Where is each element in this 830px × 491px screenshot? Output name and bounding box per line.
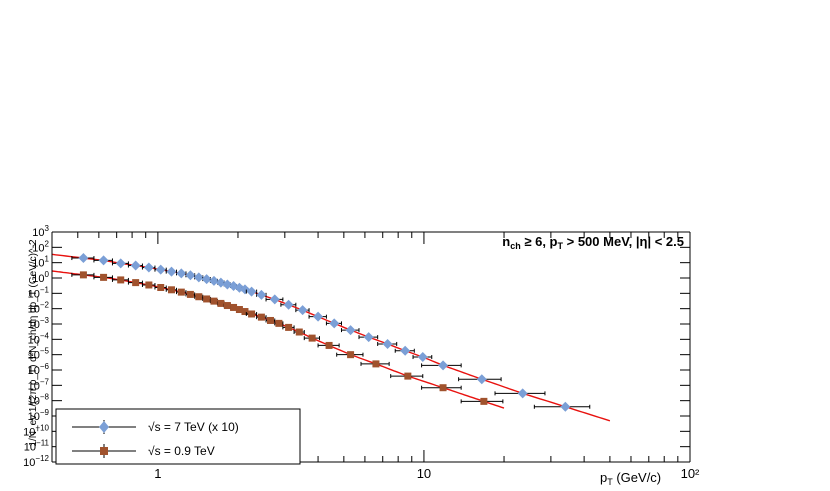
data-point-7tev bbox=[115, 258, 126, 269]
data-point-09tev bbox=[285, 323, 293, 331]
y-tick-label: 10−2 bbox=[28, 301, 50, 316]
legend-label-09tev: √s = 0.9 TeV bbox=[148, 444, 215, 458]
data-point-7tev bbox=[438, 360, 449, 371]
y-tick-label: 102 bbox=[32, 239, 49, 254]
y-tick-label: 10−9 bbox=[28, 408, 50, 423]
data-point-7tev bbox=[143, 262, 154, 273]
data-markers bbox=[71, 253, 591, 412]
y-axis-label: 1/N_ev 1/(2π p_T) d²N_ch/dη dp_T (GeV/c)… bbox=[28, 239, 39, 446]
data-point-09tev bbox=[241, 308, 249, 316]
y-tick-label: 10−6 bbox=[28, 362, 50, 377]
data-point-7tev bbox=[185, 270, 196, 281]
x-tick-label: 10² bbox=[681, 466, 700, 481]
data-point-7tev bbox=[313, 311, 324, 322]
data-point-09tev bbox=[257, 313, 265, 321]
data-point-09tev bbox=[223, 302, 231, 310]
data-point-09tev bbox=[480, 397, 488, 405]
y-tick-label: 10−5 bbox=[28, 347, 50, 362]
data-point-7tev bbox=[345, 325, 356, 336]
axes: 1 10 10²10310210110010−110−210−310−410−510… bbox=[23, 224, 700, 481]
data-point-09tev bbox=[157, 284, 165, 292]
legend-entry-7tev: √s = 7 TeV (x 10) bbox=[72, 420, 239, 434]
data-point-09tev bbox=[275, 319, 283, 327]
data-point-09tev bbox=[167, 286, 175, 294]
y-tick-label: 101 bbox=[32, 255, 49, 270]
data-point-7tev bbox=[400, 345, 411, 356]
legend-square-marker bbox=[100, 447, 108, 455]
data-point-09tev bbox=[210, 297, 218, 305]
data-point-7tev bbox=[193, 272, 204, 283]
y-tick-label: 10−8 bbox=[28, 393, 50, 408]
data-point-7tev bbox=[283, 299, 294, 310]
legend: √s = 7 TeV (x 10) √s = 0.9 TeV bbox=[55, 408, 301, 465]
data-point-7tev bbox=[256, 289, 267, 300]
data-point-7tev bbox=[517, 388, 528, 399]
legend-box bbox=[55, 408, 301, 465]
data-point-09tev bbox=[230, 303, 238, 311]
data-point-09tev bbox=[325, 341, 333, 349]
data-point-09tev bbox=[177, 288, 185, 296]
y-tick-label: 10−10 bbox=[23, 423, 49, 438]
data-point-09tev bbox=[347, 351, 355, 359]
data-point-7tev bbox=[130, 260, 141, 271]
data-point-7tev bbox=[329, 318, 340, 329]
data-point-09tev bbox=[79, 271, 87, 279]
data-point-7tev bbox=[417, 352, 428, 363]
data-point-09tev bbox=[203, 295, 211, 303]
data-point-09tev bbox=[186, 290, 194, 298]
data-point-09tev bbox=[295, 328, 303, 336]
data-point-7tev bbox=[176, 268, 187, 279]
data-point-7tev bbox=[297, 305, 308, 316]
data-point-7tev bbox=[201, 274, 212, 285]
annotation-text: nch ≥ 6, pT > 500 MeV, |η| < 2.5 bbox=[502, 234, 684, 251]
data-point-09tev bbox=[145, 281, 153, 289]
data-point-7tev bbox=[560, 401, 571, 412]
data-point-7tev bbox=[363, 332, 374, 343]
y-tick-label: 10−3 bbox=[28, 316, 50, 331]
data-point-09tev bbox=[132, 279, 140, 287]
data-point-09tev bbox=[248, 310, 256, 318]
data-point-7tev bbox=[382, 338, 393, 349]
data-point-7tev bbox=[246, 286, 257, 297]
data-point-09tev bbox=[404, 372, 412, 380]
x-axis-label: pT (GeV/c) bbox=[600, 470, 661, 487]
y-tick-label: 10−11 bbox=[24, 439, 50, 454]
x-tick-label: 1 bbox=[154, 466, 161, 481]
data-point-09tev bbox=[235, 306, 243, 314]
data-point-09tev bbox=[439, 384, 447, 392]
data-point-7tev bbox=[78, 253, 89, 264]
data-point-09tev bbox=[195, 293, 203, 301]
legend-diamond-marker bbox=[99, 421, 109, 433]
y-tick-label: 10−1 bbox=[28, 285, 50, 300]
data-point-7tev bbox=[166, 266, 177, 277]
data-point-7tev bbox=[155, 264, 166, 275]
data-point-09tev bbox=[100, 273, 108, 281]
data-point-7tev bbox=[476, 374, 487, 385]
data-point-09tev bbox=[217, 299, 225, 307]
legend-entry-09tev: √s = 0.9 TeV bbox=[72, 444, 215, 458]
data-point-7tev bbox=[269, 294, 280, 305]
y-tick-label: 100 bbox=[32, 270, 49, 285]
data-point-09tev bbox=[372, 360, 380, 368]
data-point-09tev bbox=[266, 316, 274, 324]
data-point-7tev bbox=[208, 275, 219, 286]
y-tick-label: 103 bbox=[32, 224, 49, 239]
data-point-09tev bbox=[308, 334, 316, 342]
data-point-7tev bbox=[98, 255, 109, 266]
x-tick-label: 10 bbox=[417, 466, 431, 481]
data-point-09tev bbox=[117, 276, 125, 284]
y-tick-label: 10−12 bbox=[23, 454, 49, 469]
y-tick-label: 10−4 bbox=[28, 331, 50, 346]
y-tick-label: 10−7 bbox=[28, 377, 50, 392]
legend-label-7tev: √s = 7 TeV (x 10) bbox=[148, 420, 239, 434]
